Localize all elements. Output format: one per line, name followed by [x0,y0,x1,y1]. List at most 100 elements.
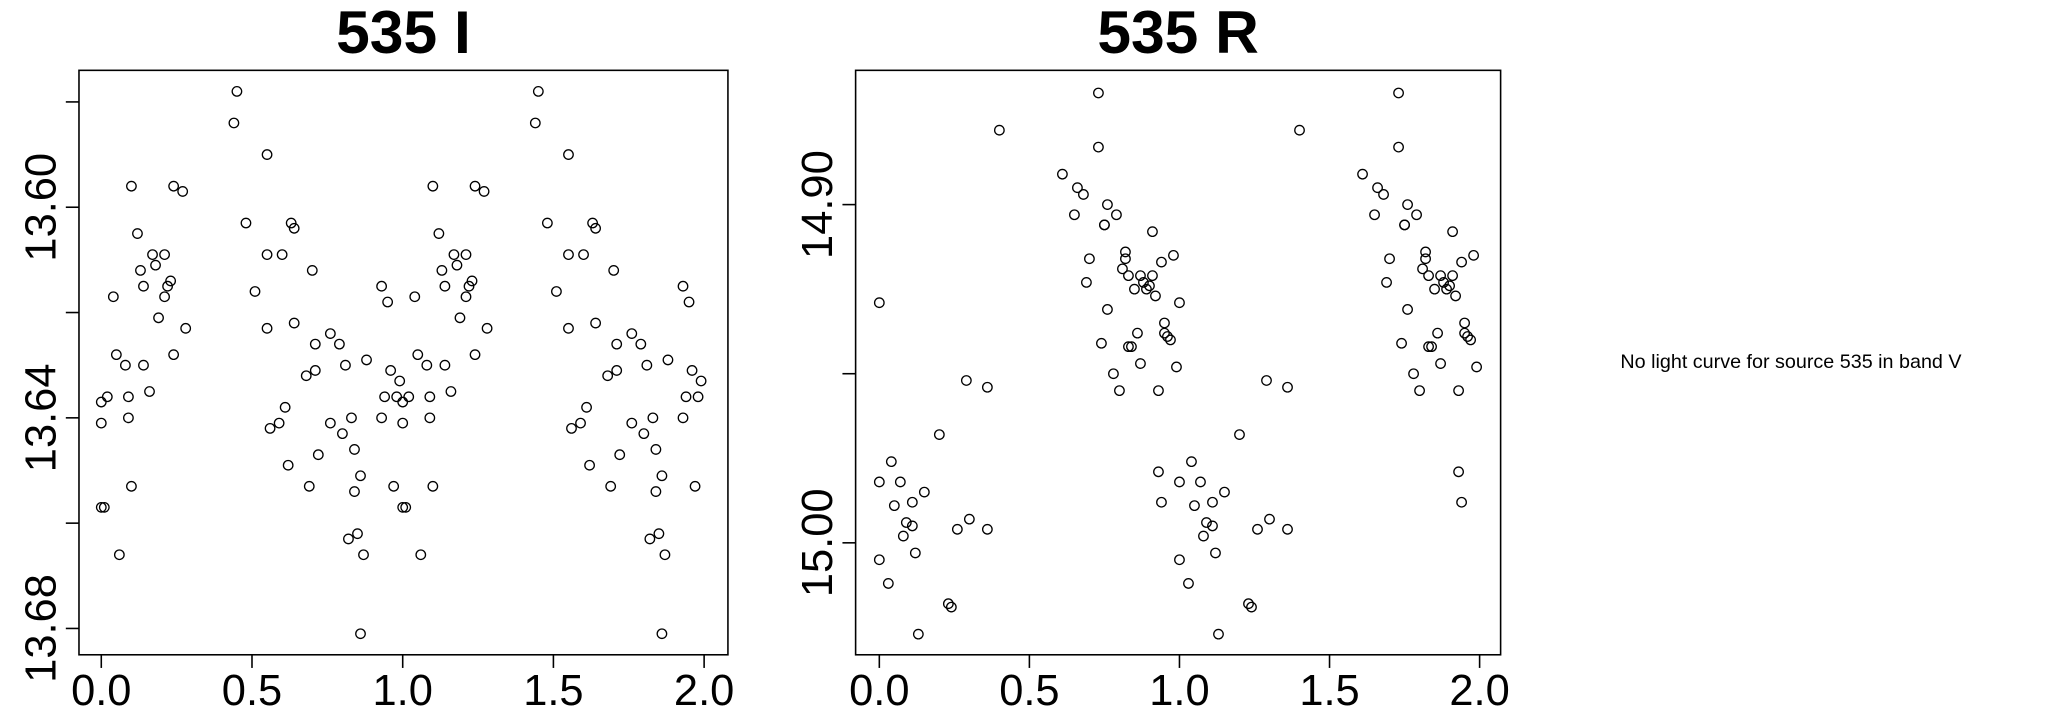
data-point [551,286,562,297]
data-point [1372,182,1383,194]
data-point [279,401,291,413]
data-point [1132,327,1143,339]
data-point [264,422,276,434]
data-point [397,396,409,408]
data-point [1453,466,1464,478]
data-point [1123,341,1134,353]
data-point [1423,341,1434,353]
data-point [101,391,113,403]
data-point [1408,368,1419,380]
data-point [126,480,137,492]
data-point [346,412,357,424]
data-point [960,375,972,386]
x-tick-label: 0.5 [999,667,1059,708]
data-point [424,412,436,424]
data-point [288,317,300,329]
x-tick-label: 1.0 [1149,667,1209,708]
data-point [1144,280,1155,292]
data-point [897,530,909,542]
data-point [433,228,445,239]
data-point [1165,334,1176,346]
data-point [1294,124,1305,136]
data-point [894,476,906,488]
data-point [1207,520,1218,532]
data-point [439,280,451,292]
data-point [1378,189,1389,200]
data-point [1114,385,1125,397]
data-point [276,249,288,261]
data-point [282,459,294,471]
data-point [1414,385,1425,397]
data-point [541,217,553,229]
data-point [1141,283,1152,295]
data-point [1171,361,1182,373]
data-point [1450,290,1461,302]
data-point [1282,381,1293,393]
data-point [309,338,321,350]
plot-frame [854,69,1502,656]
data-point [1396,337,1407,349]
y-tick-label: 13.68 [17,574,65,683]
data-point [1156,256,1167,268]
data-point [1435,270,1446,282]
data-point [397,501,409,513]
data-point [95,501,107,513]
data-point [388,480,400,492]
data-point [448,249,460,261]
data-point [463,280,475,292]
data-point [1402,304,1413,315]
data-point [1468,249,1479,261]
data-point [993,124,1005,136]
data-point [650,486,662,497]
data-point [635,338,647,350]
data-point [590,317,602,329]
data-point [611,338,623,350]
data-point [653,528,665,540]
x-tick-label: 2.0 [674,667,734,708]
data-point [144,386,155,397]
data-point [912,628,924,640]
data-point [695,375,707,387]
data-point [1138,277,1149,288]
data-point [1126,341,1137,353]
data-point [300,370,312,382]
data-point [177,186,189,197]
data-point [123,412,134,424]
data-point [1246,601,1257,613]
data-point [677,412,689,424]
data-point [647,412,659,424]
data-point [138,280,149,292]
data-point [644,533,656,545]
data-point [1183,578,1194,589]
chart-title: 535 R [1097,0,1259,66]
data-point [608,265,620,276]
data-point [1102,304,1113,315]
data-point [563,249,574,261]
data-point [397,417,409,429]
data-point [240,217,252,229]
data-point [1186,456,1197,468]
data-point [261,249,273,261]
data-point [285,217,297,229]
data-point [403,391,415,403]
data-point [1135,358,1146,369]
data-point [1117,263,1128,275]
data-point [1453,385,1464,397]
data-point [159,249,170,261]
y-tick-label: 14.90 [794,150,842,259]
data-point [885,456,897,468]
data-point [460,249,472,261]
data-point [1459,317,1470,329]
data-point [1069,209,1080,221]
data-point [662,354,674,366]
data-point [349,444,360,455]
data-point [394,375,406,387]
data-point [288,222,300,234]
data-point [680,391,692,403]
data-point [1357,168,1368,180]
data-point [566,422,577,434]
data-point [409,291,421,303]
data-point [1261,375,1272,386]
data-point [1423,270,1434,282]
data-point [1399,219,1410,231]
